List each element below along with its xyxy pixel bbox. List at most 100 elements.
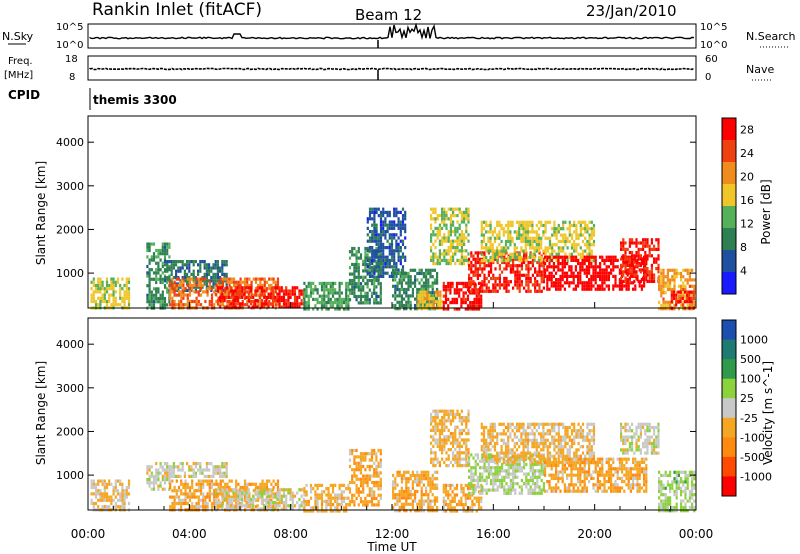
data-cell <box>592 274 595 278</box>
data-cell <box>650 276 653 280</box>
data-cell <box>248 290 251 294</box>
data-cell <box>401 239 405 243</box>
data-cell <box>390 226 394 230</box>
data-cell <box>449 460 452 464</box>
data-cell <box>206 505 209 509</box>
data-cell <box>490 289 493 293</box>
data-cell <box>119 492 122 496</box>
data-cell <box>338 487 341 491</box>
data-cell <box>188 299 192 304</box>
colorbar-swatch <box>722 272 736 295</box>
data-cell <box>232 488 235 492</box>
data-cell <box>618 287 621 291</box>
data-cell <box>291 289 294 293</box>
data-cell <box>362 484 365 488</box>
data-cell <box>173 489 176 493</box>
data-cell <box>570 236 574 240</box>
data-cell <box>523 273 526 277</box>
data-cell <box>312 297 315 301</box>
data-cell <box>540 289 543 293</box>
data-cell <box>157 474 160 478</box>
data-cell <box>125 492 128 496</box>
data-cell <box>436 457 439 461</box>
data-cell <box>474 273 477 277</box>
data-cell <box>441 448 444 452</box>
data-cell <box>182 303 185 307</box>
data-cell <box>438 444 441 448</box>
data-cell <box>433 486 436 490</box>
data-cell <box>427 284 430 288</box>
data-cell <box>536 260 539 265</box>
data-cell <box>108 482 111 486</box>
data-cell <box>364 262 367 267</box>
data-cell <box>443 233 446 237</box>
data-cell <box>436 230 439 234</box>
data-cell <box>184 489 187 493</box>
data-cell <box>384 217 387 221</box>
data-cell <box>442 487 445 491</box>
data-cell <box>192 263 195 267</box>
data-cell <box>170 474 173 478</box>
data-cell <box>442 490 445 494</box>
data-cell <box>232 497 235 501</box>
data-cell <box>170 263 173 267</box>
data-cell <box>414 496 417 500</box>
data-cell <box>395 242 398 246</box>
data-cell <box>458 226 461 230</box>
data-cell <box>465 226 468 230</box>
data-cell <box>274 295 277 299</box>
data-cell <box>460 451 463 455</box>
data-cell <box>434 457 437 461</box>
data-cell <box>238 289 242 293</box>
data-cell <box>282 494 286 498</box>
data-cell <box>680 278 683 282</box>
data-cell <box>504 243 508 247</box>
data-cell <box>438 422 441 426</box>
data-cell <box>314 288 317 292</box>
data-cell <box>579 246 582 250</box>
data-cell <box>640 284 643 288</box>
data-cell <box>238 491 242 495</box>
data-cell <box>612 262 615 266</box>
data-cell <box>420 284 423 288</box>
data-cell <box>514 273 517 277</box>
data-cell <box>173 501 176 506</box>
data-cell <box>601 271 604 275</box>
data-cell <box>590 252 593 256</box>
data-cell <box>644 238 647 242</box>
data-cell <box>199 280 203 284</box>
data-cell <box>445 419 448 423</box>
data-cell <box>650 270 653 274</box>
data-cell <box>119 495 122 499</box>
data-cell <box>375 468 378 472</box>
data-cell <box>152 271 156 275</box>
data-cell <box>394 486 397 490</box>
data-cell <box>405 291 408 295</box>
data-cell <box>161 252 164 256</box>
data-cell <box>97 479 100 483</box>
data-cell <box>146 264 149 269</box>
data-cell <box>373 220 376 224</box>
data-cell <box>225 491 228 495</box>
data-cell <box>94 303 98 307</box>
data-cell <box>250 505 253 509</box>
data-cell <box>373 207 376 211</box>
data-cell <box>355 484 358 488</box>
data-cell <box>526 236 530 240</box>
data-cell <box>368 246 372 250</box>
data-cell <box>216 289 220 293</box>
data-cell <box>570 243 574 247</box>
data-cell <box>574 274 577 278</box>
data-cell <box>430 214 433 218</box>
data-cell <box>166 478 169 482</box>
data-cell <box>171 501 174 506</box>
data-cell <box>456 441 459 445</box>
data-cell <box>684 297 687 301</box>
data-cell <box>375 474 378 478</box>
data-cell <box>377 480 380 485</box>
data-cell <box>447 496 450 500</box>
data-cell <box>430 416 433 420</box>
data-cell <box>496 252 499 256</box>
data-cell <box>375 285 378 289</box>
data-cell <box>351 253 354 257</box>
